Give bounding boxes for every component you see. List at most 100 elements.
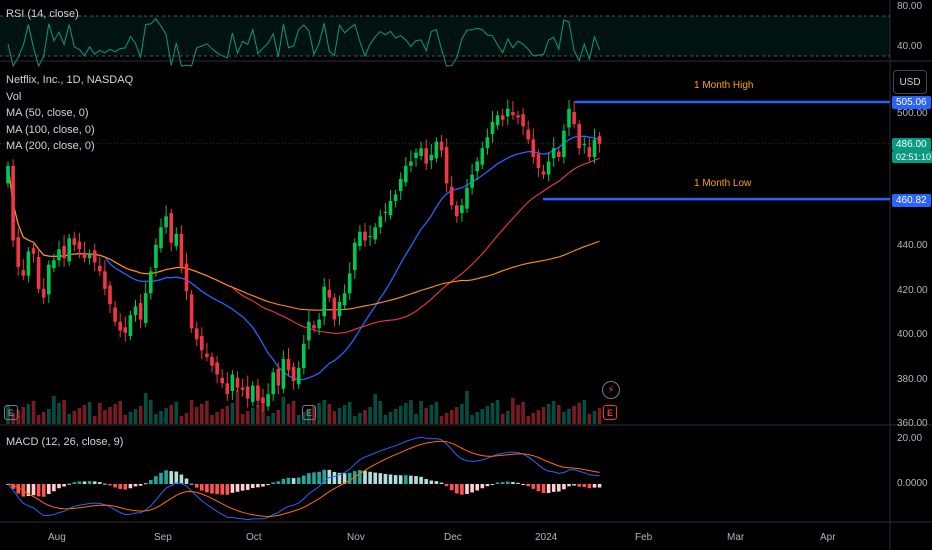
- volume-bar: [210, 415, 214, 424]
- volume-bar: [67, 414, 71, 424]
- candle-body: [133, 306, 138, 316]
- candle-body: [154, 244, 158, 268]
- macd-histogram-bar: [363, 470, 367, 484]
- candle-body: [455, 205, 459, 217]
- volume-bar: [215, 412, 219, 424]
- macd-histogram-bar: [404, 475, 408, 484]
- volume-bar: [347, 402, 352, 424]
- macd-histogram-bar: [358, 470, 362, 484]
- candle-body: [189, 294, 194, 329]
- volume-bar: [11, 413, 15, 424]
- macd-histogram-bar: [296, 477, 301, 484]
- volume-bar: [378, 401, 383, 424]
- earnings-icon[interactable]: E: [302, 405, 316, 420]
- macd-histogram-bar: [194, 484, 199, 488]
- rsi-pane: [0, 0, 890, 60]
- candle-body: [307, 321, 311, 341]
- candle-body: [449, 186, 454, 206]
- month-high-price-tag: 505.06: [892, 96, 931, 109]
- volume-bar: [205, 401, 209, 424]
- candle-body: [597, 136, 602, 144]
- earnings-icon[interactable]: E: [603, 405, 617, 420]
- candle-body: [174, 233, 179, 246]
- volume-bar: [200, 404, 204, 424]
- candle-body: [409, 161, 413, 166]
- macd-histogram-bar: [82, 481, 87, 484]
- rsi-band: [0, 16, 890, 56]
- candle-body: [368, 236, 372, 238]
- volume-bar: [404, 403, 408, 424]
- volume-bar: [455, 407, 459, 424]
- volume-bar: [322, 400, 326, 424]
- candle-body: [546, 161, 551, 175]
- dividend-flash-icon[interactable]: ⚡: [602, 381, 620, 399]
- volume-bar: [449, 410, 454, 424]
- macd-histogram-bar: [98, 482, 102, 484]
- candle-body: [332, 297, 337, 320]
- candle-body: [57, 249, 61, 261]
- candle-body: [414, 152, 418, 159]
- volume-bar: [16, 410, 20, 424]
- macd-histogram-bar: [200, 484, 204, 491]
- macd-histogram-bar: [103, 483, 107, 485]
- macd-histogram-bar: [521, 484, 525, 485]
- volume-bar: [485, 406, 490, 424]
- candle-body: [164, 216, 168, 228]
- macd-histogram-bar: [11, 484, 15, 489]
- price-tick-500: 500.00: [897, 108, 928, 119]
- volume-bar: [174, 402, 179, 424]
- candle-body: [113, 307, 117, 322]
- macd-histogram-bar: [485, 484, 490, 487]
- candle-body: [82, 252, 87, 259]
- volume-bar: [128, 412, 133, 424]
- candle-body: [77, 241, 82, 250]
- candle-body: [36, 256, 41, 289]
- candle-body: [393, 194, 398, 201]
- candle-body: [475, 161, 479, 172]
- candle-body: [266, 394, 270, 407]
- macd-histogram-bar: [434, 481, 439, 484]
- volume-bar: [368, 407, 372, 424]
- time-label-nov: Nov: [347, 532, 365, 543]
- macd-histogram-bar: [235, 484, 240, 492]
- volume-bar: [327, 404, 332, 424]
- macd-histogram-bar: [149, 479, 153, 484]
- candle-body: [551, 148, 556, 159]
- volume-bar: [26, 404, 31, 424]
- volume-bar: [551, 401, 556, 424]
- macd-histogram-bar: [291, 478, 296, 484]
- macd-histogram-bar: [419, 476, 423, 484]
- macd-histogram-bar: [317, 471, 321, 484]
- candle-body: [541, 171, 546, 175]
- candle-body: [251, 385, 255, 402]
- candle-body: [485, 137, 490, 149]
- macd-histogram-bar: [31, 484, 36, 496]
- candle-body: [149, 271, 153, 294]
- rsi-line: [7, 18, 601, 68]
- candle-body: [327, 289, 332, 298]
- candle-body: [210, 356, 214, 366]
- candle-body: [11, 165, 15, 241]
- macd-histogram-bar: [526, 484, 530, 487]
- time-label-feb: Feb: [635, 532, 653, 543]
- candle-body: [118, 321, 122, 331]
- candle-body: [194, 328, 199, 340]
- macd-histogram-bar: [67, 483, 71, 485]
- candle-body: [526, 129, 530, 140]
- earnings-icon[interactable]: E: [4, 405, 18, 420]
- volume-bar: [332, 411, 337, 424]
- volume-bar: [337, 408, 342, 424]
- candle-body: [16, 237, 20, 267]
- macd-histogram-bar: [597, 484, 602, 488]
- candle-body: [103, 271, 107, 289]
- macd-histogram-bar: [480, 484, 485, 489]
- macd-histogram-bar: [138, 484, 143, 486]
- macd-histogram-bar: [541, 484, 546, 494]
- macd-histogram-bar: [506, 481, 510, 484]
- volume-bar: [414, 414, 418, 424]
- currency-button[interactable]: USD: [893, 70, 927, 94]
- candle-body: [506, 108, 510, 117]
- candle-body: [439, 141, 444, 151]
- macd-histogram-bar: [240, 484, 245, 491]
